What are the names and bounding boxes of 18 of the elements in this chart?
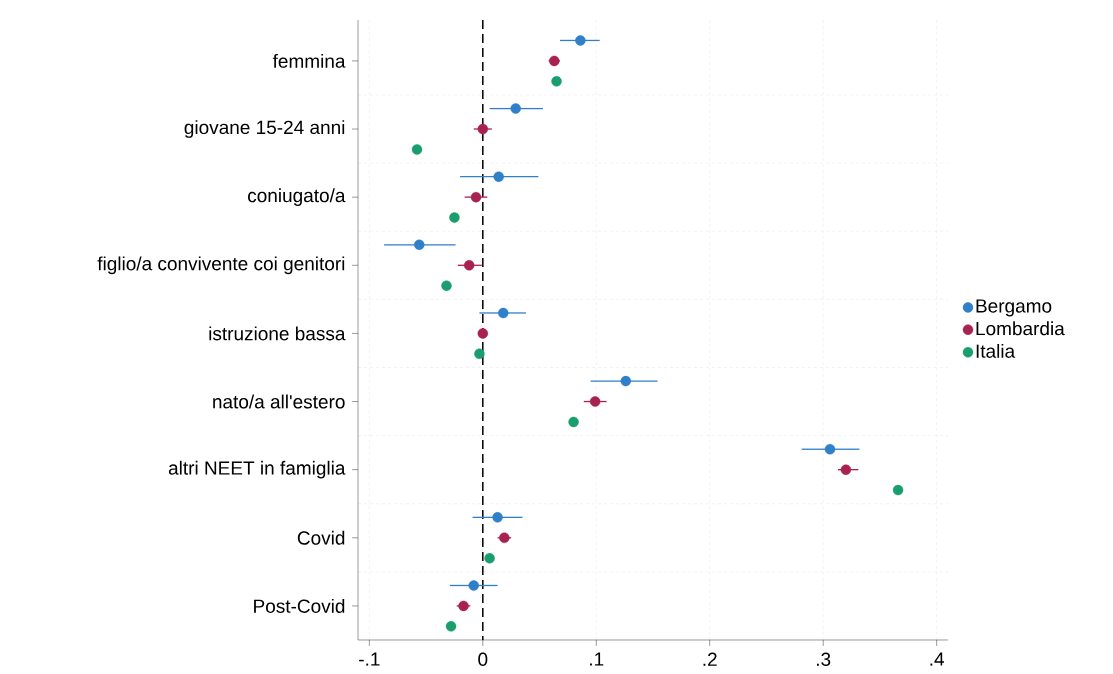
y-tick-label: figlio/a convivente coi genitori	[97, 256, 345, 275]
y-tick-label: Post-Covid	[254, 598, 345, 613]
y-tick-label: altri NEET in famiglia	[168, 460, 346, 479]
y-tick-label: Covid	[297, 530, 345, 545]
x-tick-label: .3	[817, 652, 831, 666]
y-tick-label: coniugato/a	[248, 188, 346, 206]
x-tick-label: -.1	[359, 652, 380, 666]
x-tick-label: .1	[590, 652, 604, 666]
x-tick-label: .4	[930, 652, 945, 666]
x-tick-label: .2	[703, 652, 717, 666]
y-tick-label: nato/a all'estero	[213, 394, 345, 409]
y-tick-label: femmina	[272, 53, 346, 68]
x-tick-label: 0	[478, 652, 488, 666]
legend-label: Italia	[976, 343, 1016, 358]
y-tick-label: giovane 15-24 anni	[184, 120, 345, 138]
legend-label: Bergamo	[976, 299, 1052, 317]
y-tick-label: istruzione bassa	[209, 326, 346, 341]
legend-label: Lombardia	[976, 321, 1065, 336]
